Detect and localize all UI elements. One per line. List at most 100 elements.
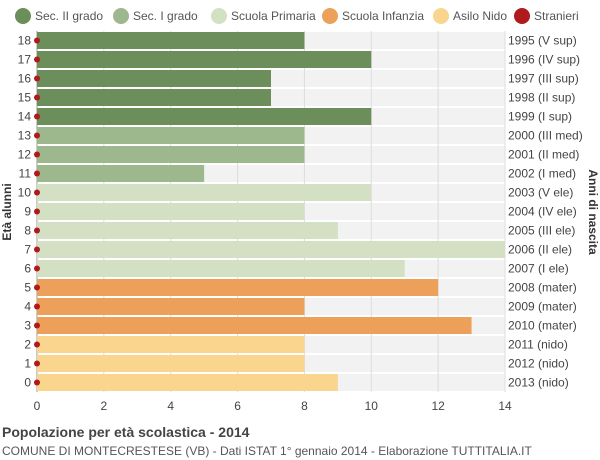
age-label: 2 [24,338,31,352]
chart-subtitle: COMUNE DI MONTECRESTESE (VB) - Dati ISTA… [2,444,532,458]
bar-age-3 [37,317,472,334]
stranieri-dot-age-7 [34,246,40,253]
legend-swatch-1 [113,8,129,24]
chart-title: Popolazione per età scolastica - 2014 [2,424,250,440]
birth-year-label: 2009 (mater) [508,300,577,314]
stranieri-dot-age-5 [34,284,40,291]
birth-year-label: 1997 (III sup) [508,72,579,86]
birth-year-label: 1995 (V sup) [508,34,577,48]
stranieri-dot-age-10 [34,189,40,196]
legend: Sec. II grado Sec. I grado Scuola Primaria… [15,8,579,24]
x-tick-label: 6 [234,399,241,413]
bar-age-7 [37,241,505,258]
birth-year-label: 2008 (mater) [508,281,577,295]
age-label: 12 [18,148,32,162]
bar-age-17 [37,51,372,68]
stranieri-dot-age-8 [34,227,40,234]
y-axis-title-right: Anni di nascita [586,169,600,255]
age-label: 15 [18,91,32,105]
age-label: 10 [18,186,32,200]
x-tick-label: 8 [301,399,308,413]
birth-year-label: 2012 (nido) [508,357,569,371]
bar-age-8 [37,222,338,239]
birth-year-label: 2002 (I med) [508,167,576,181]
birth-year-label: 1999 (I sup) [508,110,572,124]
bar-age-5 [37,279,439,296]
age-label: 5 [24,281,31,295]
bar-age-12 [37,146,305,163]
age-label: 17 [18,53,32,67]
bar-age-16 [37,70,271,87]
legend-label-0: Sec. II grado [35,9,103,23]
stranieri-dot-age-2 [34,341,40,348]
x-tick-label: 14 [498,399,512,413]
legend-label-2: Scuola Primaria [231,9,316,23]
stranieri-dot-age-6 [34,265,40,272]
bar-age-4 [37,298,305,315]
age-label: 8 [24,224,31,238]
x-tick-label: 10 [365,399,379,413]
birth-year-label: 2005 (III ele) [508,224,575,238]
legend-label-5: Stranieri [534,9,579,23]
age-label: 6 [24,262,31,276]
stranieri-dot-age-1 [34,360,40,367]
age-label: 9 [24,205,31,219]
x-tick-label: 0 [34,399,41,413]
bar-age-18 [37,32,305,49]
birth-year-label: 1996 (IV sup) [508,53,580,67]
birth-year-label: 1998 (II sup) [508,91,575,105]
birth-year-label: 2004 (IV ele) [508,205,577,219]
age-label: 3 [24,319,31,333]
bars [34,32,505,391]
birth-year-label: 2007 (I ele) [508,262,569,276]
stranieri-dot-age-11 [34,170,40,177]
age-label: 13 [18,129,32,143]
age-label: 1 [24,357,31,371]
bar-age-11 [37,165,205,182]
legend-swatch-3 [322,8,338,24]
stranieri-dot-age-3 [34,322,40,329]
legend-label-4: Asilo Nido [453,9,507,23]
stranieri-dot-age-9 [34,208,40,215]
legend-swatch-5 [514,8,530,24]
bar-age-10 [37,184,372,201]
bar-age-9 [37,203,305,220]
legend-swatch-2 [211,8,227,24]
legend-swatch-0 [15,8,31,24]
birth-year-label: 2013 (nido) [508,376,569,390]
stranieri-dot-age-14 [34,113,40,120]
birth-year-label: 2011 (nido) [508,338,568,352]
age-label: 16 [18,72,32,86]
legend-label-3: Scuola Infanzia [342,9,424,23]
bar-age-15 [37,89,271,106]
age-label: 18 [18,34,32,48]
birth-year-label: 2010 (mater) [508,319,577,333]
age-label: 7 [24,243,31,257]
legend-label-1: Sec. I grado [133,9,198,23]
stranieri-dot-age-17 [34,56,40,63]
age-label: 11 [19,167,32,181]
x-tick-label: 2 [101,399,108,413]
bar-age-13 [37,127,305,144]
stranieri-dot-age-12 [34,151,40,158]
x-tick-label: 4 [167,399,174,413]
stranieri-dot-age-16 [34,75,40,82]
x-tick-label: 12 [431,399,445,413]
legend-swatch-4 [433,8,449,24]
age-label: 14 [18,110,32,124]
bar-age-1 [37,355,305,372]
population-chart: Sec. II grado Sec. I grado Scuola Primaria… [0,8,600,414]
stranieri-dot-age-18 [34,37,40,44]
stranieri-dot-age-0 [34,379,40,386]
birth-year-label: 2001 (II med) [508,148,579,162]
bar-age-0 [37,374,338,391]
age-label: 0 [24,376,31,390]
bar-age-6 [37,260,405,277]
tick-labels: 18 1995 (V sup)17 1996 (IV sup)16 1997 (III… [18,34,583,414]
birth-year-label: 2003 (V ele) [508,186,573,200]
age-label: 4 [24,300,31,314]
stranieri-dot-age-15 [34,94,40,101]
stranieri-dot-age-4 [34,303,40,310]
bar-age-2 [37,336,305,353]
stranieri-dot-age-13 [34,132,40,139]
